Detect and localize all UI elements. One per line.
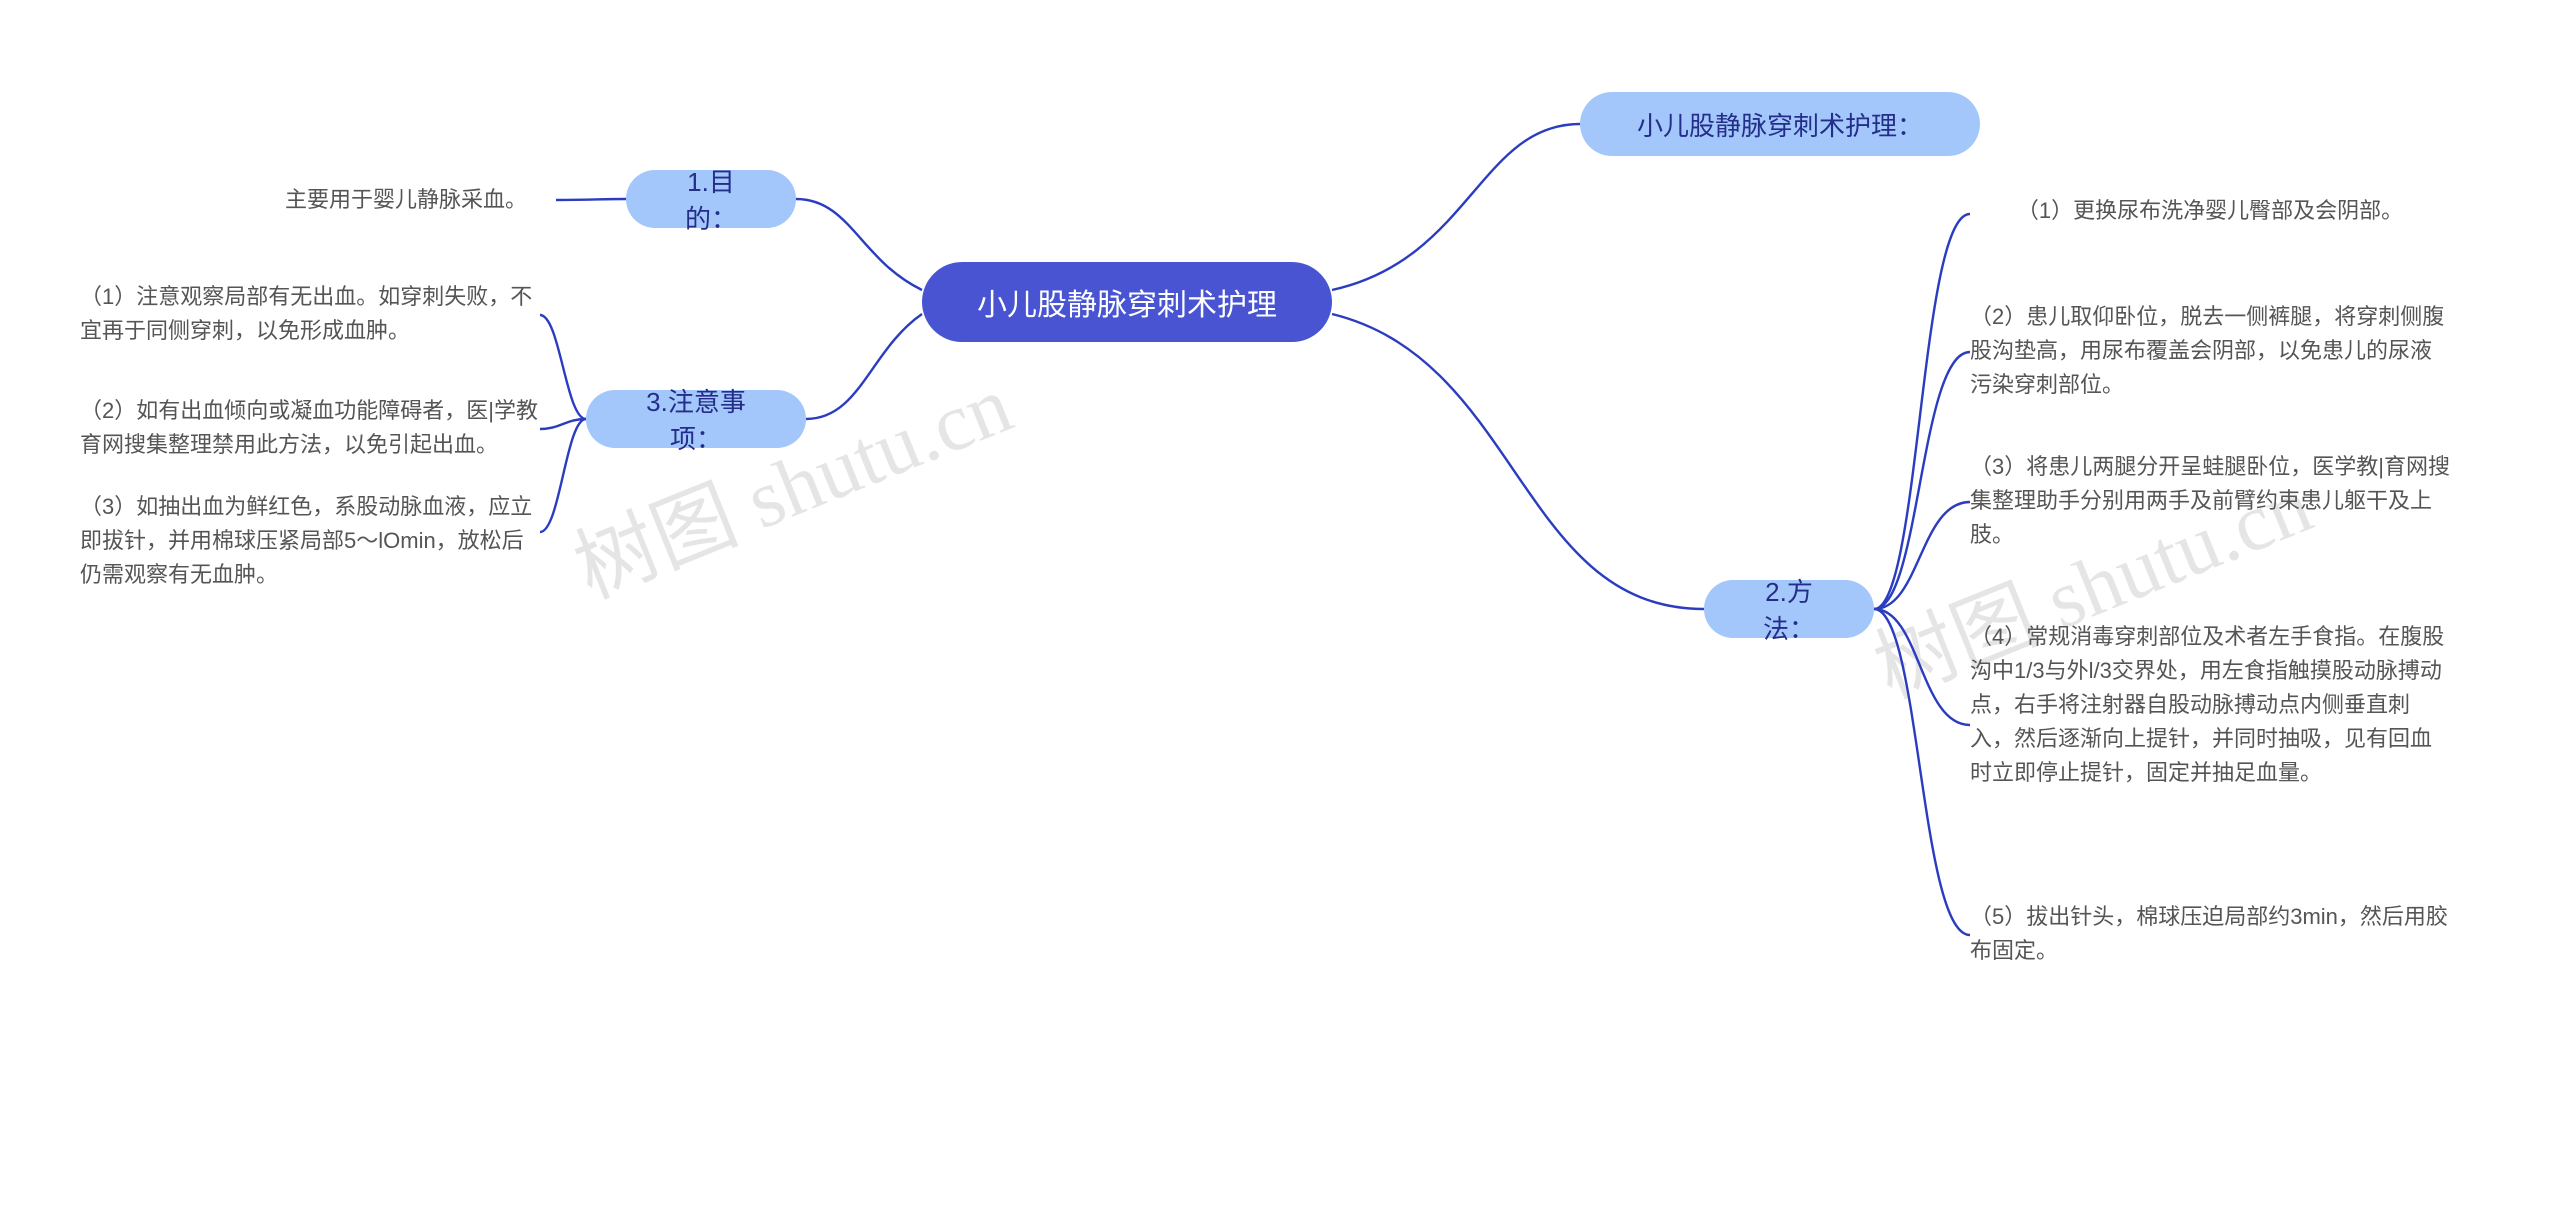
branch-title[interactable]: 小儿股静脉穿刺术护理：: [1580, 92, 1980, 156]
leaf-method-5: （5）拔出针头，棉球压迫局部约3min，然后用胶布固定。: [1970, 900, 2450, 968]
leaf-method-1: （1）更换尿布洗净婴儿臀部及会阴部。: [1970, 194, 2450, 228]
leaf-purpose-1: 主要用于婴儿静脉采血。: [256, 180, 556, 220]
branch-method-label: 2.方法：: [1740, 572, 1838, 646]
root-node[interactable]: 小儿股静脉穿刺术护理: [922, 262, 1332, 342]
branch-purpose-label: 1.目的：: [662, 162, 760, 236]
branch-method[interactable]: 2.方法：: [1704, 580, 1874, 638]
leaf-caution-3: （3）如抽出血为鲜红色，系股动脉血液，应立即拔针，并用棉球压紧局部5～lOmin…: [80, 490, 540, 592]
branch-cautions[interactable]: 3.注意事项：: [586, 390, 806, 448]
branch-purpose[interactable]: 1.目的：: [626, 170, 796, 228]
branch-title-label: 小儿股静脉穿刺术护理：: [1637, 106, 1923, 143]
watermark-left: 树图 shutu.cn: [554, 338, 1025, 621]
leaf-method-3: （3）将患儿两腿分开呈蛙腿卧位，医学教|育网搜集整理助手分别用两手及前臂约束患儿…: [1970, 450, 2450, 552]
leaf-method-4: （4）常规消毒穿刺部位及术者左手食指。在腹股沟中1/3与外l/3交界处，用左食指…: [1970, 620, 2450, 790]
branch-cautions-label: 3.注意事项：: [622, 382, 770, 456]
leaf-caution-1: （1）注意观察局部有无出血。如穿刺失败，不宜再于同侧穿刺，以免形成血肿。: [80, 280, 540, 348]
leaf-method-2: （2）患儿取仰卧位，脱去一侧裤腿，将穿刺侧腹股沟垫高，用尿布覆盖会阴部，以免患儿…: [1970, 300, 2450, 402]
leaf-caution-2: （2）如有出血倾向或凝血功能障碍者，医|学教育网搜集整理禁用此方法，以免引起出血…: [80, 394, 540, 462]
root-label: 小儿股静脉穿刺术护理: [977, 280, 1277, 324]
